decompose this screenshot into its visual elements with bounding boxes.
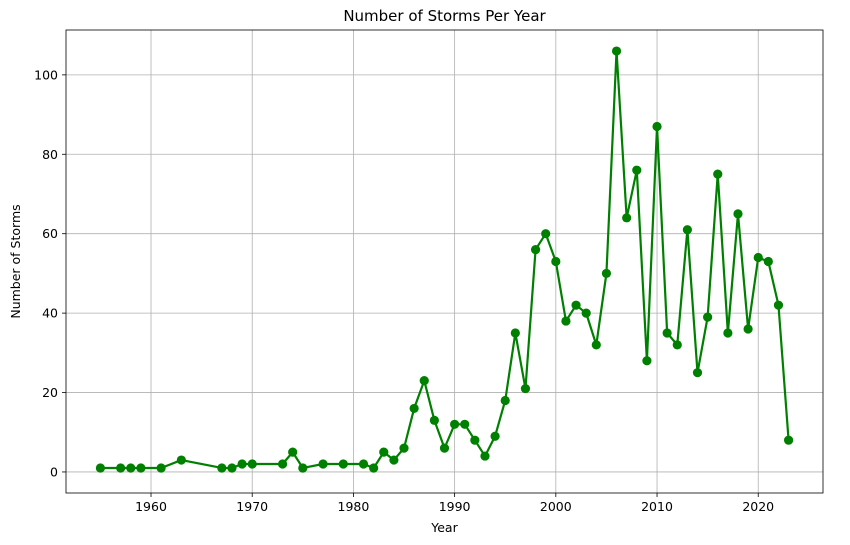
series-line-group <box>100 49 790 470</box>
data-point <box>591 340 601 350</box>
data-point <box>723 328 733 338</box>
data-point <box>156 463 166 473</box>
data-point <box>662 328 672 338</box>
data-point <box>713 169 723 179</box>
data-point <box>237 459 247 469</box>
data-point <box>338 459 348 469</box>
y-tick-label: 0 <box>50 464 58 479</box>
data-point <box>652 121 662 132</box>
data-point <box>783 435 794 445</box>
data-point <box>611 46 622 56</box>
data-point <box>358 459 369 469</box>
data-point <box>510 328 520 338</box>
data-point <box>217 463 227 473</box>
data-point <box>490 431 500 441</box>
data-point <box>247 459 257 469</box>
data-point <box>541 229 551 239</box>
grid <box>66 30 823 493</box>
x-axis-label: Year <box>430 520 458 535</box>
data-point <box>136 463 146 473</box>
data-point <box>672 340 682 350</box>
data-point <box>227 463 237 473</box>
data-point <box>318 459 328 469</box>
data-point <box>470 435 480 445</box>
data-point <box>622 213 632 223</box>
data-point <box>409 403 419 414</box>
x-tick-label: 1970 <box>236 499 268 514</box>
y-tick-label: 20 <box>42 385 58 400</box>
data-point <box>429 415 439 425</box>
data-point <box>571 300 581 310</box>
data-point <box>692 368 703 378</box>
data-point <box>632 165 642 175</box>
y-tick-label: 60 <box>42 226 58 241</box>
data-point <box>733 209 743 219</box>
x-tick-label: 1980 <box>338 499 370 514</box>
data-point <box>277 459 288 469</box>
data-point <box>126 463 136 473</box>
data-point <box>500 395 510 406</box>
data-point <box>743 324 753 334</box>
y-tick-label: 40 <box>42 306 58 321</box>
data-point <box>298 463 308 473</box>
data-point <box>369 463 379 473</box>
data-point <box>460 419 470 429</box>
data-point <box>753 252 763 263</box>
data-point <box>116 463 126 473</box>
data-point <box>288 447 298 457</box>
data-point <box>601 268 612 279</box>
y-axis-label: Number of Storms <box>8 204 23 318</box>
data-point <box>389 455 399 465</box>
data-point <box>642 356 652 366</box>
data-point <box>379 447 389 457</box>
data-point <box>450 419 460 429</box>
chart-title: Number of Storms Per Year <box>343 7 546 25</box>
plot-frame <box>65 29 824 494</box>
series-line <box>100 49 790 470</box>
data-point <box>773 300 784 310</box>
x-tick-label: 2000 <box>540 499 572 514</box>
data-point <box>703 312 713 322</box>
y-tick-label: 100 <box>34 67 58 82</box>
x-tick-label: 2010 <box>641 499 673 514</box>
x-tick-label: 2020 <box>742 499 774 514</box>
data-point <box>551 256 561 267</box>
x-tick-label: 1960 <box>135 499 167 514</box>
data-point <box>480 451 490 461</box>
data-point <box>581 308 591 318</box>
data-point <box>419 376 429 386</box>
data-point <box>95 463 106 473</box>
x-tick-label: 1990 <box>439 499 471 514</box>
data-point <box>682 225 692 235</box>
data-point <box>561 316 571 326</box>
data-point <box>530 244 541 255</box>
data-point <box>520 383 531 394</box>
y-tick-label: 80 <box>42 147 58 162</box>
ticks: 1960 1970 1980 1990 2000 2010 2020 0 20 40 60 80 100 <box>34 67 774 514</box>
data-point <box>399 443 409 453</box>
data-point <box>439 443 450 453</box>
data-point <box>763 256 773 267</box>
data-points <box>95 46 794 473</box>
data-point <box>176 455 186 465</box>
